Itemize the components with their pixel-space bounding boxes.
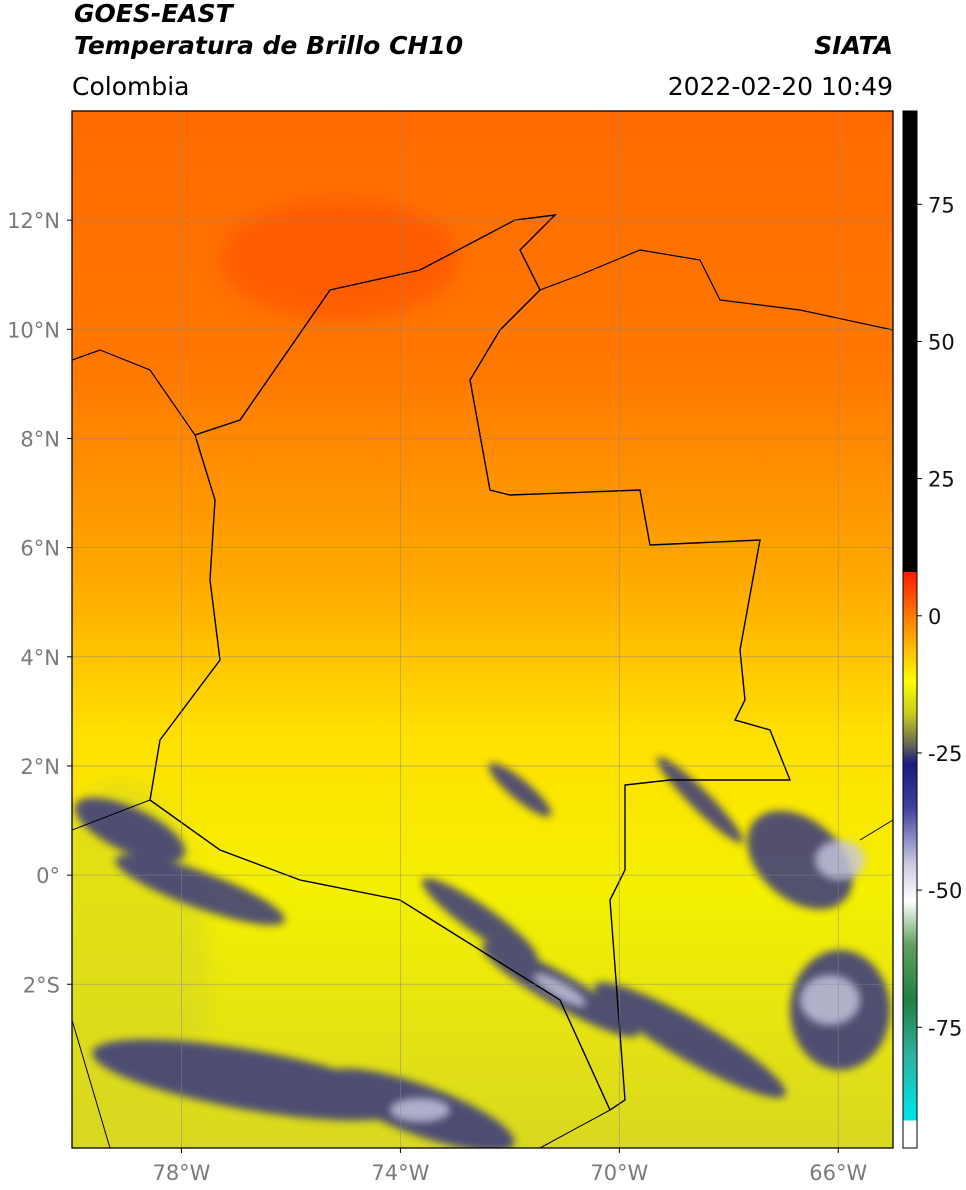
datetime: 2022-02-20 10:49 [668,72,893,101]
colorbar-tick-label: 50 [928,330,955,354]
colorbar-tick-label: 25 [928,468,955,492]
colorbar-tick-label: -25 [928,742,962,766]
y-tick-label: 6°N [20,537,60,561]
map-frame [71,110,894,1149]
y-tick-label: 8°N [20,427,60,451]
y-tick-label: 10°N [7,318,60,342]
source: SIATA [814,31,893,60]
x-tick-label: 66°W [809,1161,867,1185]
colorbar [902,110,918,1149]
map-image [72,111,893,1148]
x-tick-label: 78°W [152,1161,210,1185]
colorbar-tick-label: 75 [928,193,955,217]
y-tick-label: 2°S [23,973,60,997]
title: GOES-EAST [74,0,235,28]
y-tick-label: 0° [36,864,60,888]
x-tick-label: 70°W [590,1161,648,1185]
y-tick-label: 2°N [20,755,60,779]
subtitle: Temperatura de Brillo CH10 [74,31,463,60]
x-tick-label: 74°W [371,1161,429,1185]
colorbar-tick-label: 0 [928,605,941,629]
y-tick-label: 4°N [20,646,60,670]
region: Colombia [72,72,189,101]
colorbar-tick-label: -75 [928,1016,962,1040]
y-tick-label: 12°N [7,209,60,233]
colorbar-tick-label: -50 [928,879,962,903]
